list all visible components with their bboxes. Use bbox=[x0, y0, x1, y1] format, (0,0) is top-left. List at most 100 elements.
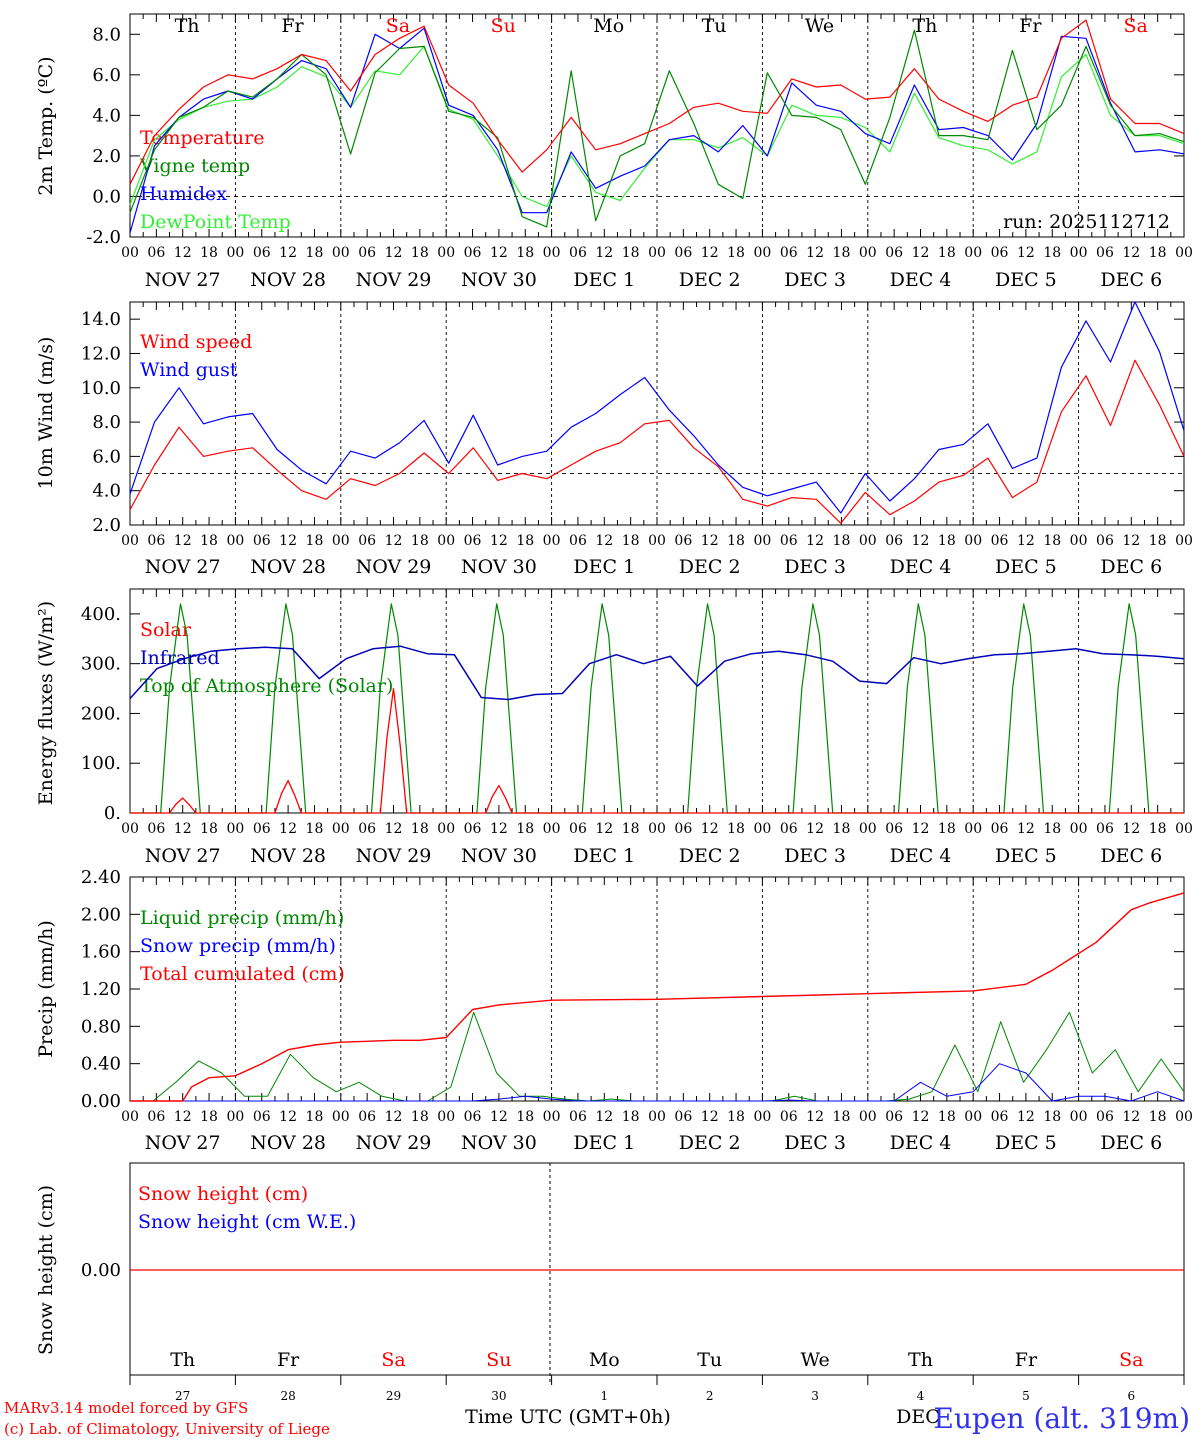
x-tick-label: 06 bbox=[674, 533, 692, 549]
x-tick-label: 18 bbox=[938, 821, 956, 837]
day-name: Mo bbox=[593, 15, 624, 37]
series-line-wind-gust bbox=[129, 301, 1185, 514]
y-tick-label: 2.40 bbox=[81, 867, 121, 888]
x-tick-label: 12 bbox=[1122, 245, 1140, 261]
x-tick-label: 06 bbox=[991, 821, 1009, 837]
x-tick-label: 12 bbox=[595, 245, 613, 261]
date-label: DEC 6 bbox=[1100, 269, 1162, 291]
day-name: Fr bbox=[1019, 15, 1042, 37]
day-number: 2 bbox=[706, 1389, 714, 1403]
date-label: DEC 2 bbox=[679, 556, 741, 578]
day-number: 28 bbox=[280, 1389, 295, 1403]
x-tick-label: 00 bbox=[332, 1109, 350, 1125]
day-number: 29 bbox=[386, 1389, 401, 1403]
date-label: DEC 2 bbox=[679, 269, 741, 291]
date-label: DEC 1 bbox=[573, 1132, 635, 1154]
x-tick-label: 12 bbox=[912, 1109, 930, 1125]
x-tick-label: 12 bbox=[279, 821, 297, 837]
x-tick-label: 00 bbox=[648, 533, 666, 549]
legend-dewpoint: DewPoint Temp bbox=[140, 211, 291, 233]
y-tick-label: 200. bbox=[81, 703, 121, 724]
x-tick-label: 00 bbox=[753, 821, 771, 837]
date-label: DEC 5 bbox=[995, 845, 1057, 867]
day-number: 6 bbox=[1127, 1389, 1135, 1403]
x-tick-label: 06 bbox=[674, 1109, 692, 1125]
x-tick-label: 06 bbox=[464, 245, 482, 261]
date-label: NOV 27 bbox=[145, 1132, 221, 1154]
x-tick-label: 12 bbox=[806, 245, 824, 261]
date-label: DEC 1 bbox=[573, 845, 635, 867]
legend-infrared: Infrared bbox=[140, 647, 220, 669]
x-tick-label: 12 bbox=[174, 1109, 192, 1125]
series-line-total-cumulated bbox=[130, 892, 1185, 1102]
day-name: Tu bbox=[697, 1349, 722, 1371]
x-tick-label: 06 bbox=[464, 1109, 482, 1125]
y-axis-label: Snow height (cm) bbox=[35, 1185, 57, 1355]
date-label: NOV 28 bbox=[250, 269, 326, 291]
x-tick-label: 18 bbox=[833, 533, 851, 549]
legend-temperature: Temperature bbox=[140, 127, 264, 149]
x-tick-label: 00 bbox=[543, 245, 561, 261]
x-tick-label: 00 bbox=[1175, 1109, 1193, 1125]
date-label: DEC 4 bbox=[890, 556, 952, 578]
x-tick-label: 12 bbox=[490, 821, 508, 837]
x-tick-label: 00 bbox=[437, 1109, 455, 1125]
x-tick-label: 06 bbox=[885, 821, 903, 837]
y-tick-label: 4.0 bbox=[92, 481, 121, 502]
x-tick-label: 06 bbox=[780, 1109, 798, 1125]
x-tick-label: 18 bbox=[727, 1109, 745, 1125]
day-name: Sa bbox=[1124, 15, 1148, 37]
x-tick-label: 18 bbox=[833, 1109, 851, 1125]
x-tick-label: 06 bbox=[991, 245, 1009, 261]
x-tick-label: 00 bbox=[1175, 533, 1193, 549]
series-line-solar bbox=[130, 687, 1184, 814]
x-tick-label: 06 bbox=[569, 1109, 587, 1125]
x-tick-label: 18 bbox=[200, 245, 218, 261]
x-axis-label: Time UTC (GMT+0h) bbox=[465, 1406, 671, 1428]
day-name: Th bbox=[175, 15, 200, 37]
day-name: We bbox=[805, 15, 834, 37]
y-tick-label: 0.0 bbox=[92, 186, 121, 207]
series-line-vigne-temp bbox=[129, 29, 1185, 228]
day-name: Th bbox=[912, 15, 937, 37]
date-label: DEC 6 bbox=[1100, 1132, 1162, 1154]
series-line-humidex bbox=[129, 27, 1185, 234]
x-tick-label: 18 bbox=[516, 821, 534, 837]
x-tick-label: 00 bbox=[1175, 245, 1193, 261]
day-number: 1 bbox=[600, 1389, 608, 1403]
day-name: Fr bbox=[281, 15, 304, 37]
x-tick-label: 00 bbox=[1175, 821, 1193, 837]
model-credit: MARv3.14 model forced by GFS bbox=[4, 1399, 248, 1417]
x-tick-label: 18 bbox=[516, 1109, 534, 1125]
panel-wind: 10m Wind (m/s) Wind speed Wind gust bbox=[35, 301, 1185, 526]
x-tick-label: 18 bbox=[727, 821, 745, 837]
x-tick-label: 06 bbox=[569, 821, 587, 837]
x-tick-label: 18 bbox=[833, 821, 851, 837]
x-tick-label: 12 bbox=[490, 245, 508, 261]
y-tick-label: 12.0 bbox=[81, 343, 121, 364]
y-tick-label: 1.60 bbox=[81, 942, 121, 963]
date-label: DEC 4 bbox=[890, 845, 952, 867]
x-tick-label: 12 bbox=[1017, 821, 1035, 837]
legend-vigne-temp: Vigne temp bbox=[139, 155, 250, 177]
x-tick-label: 06 bbox=[147, 821, 165, 837]
date-label: DEC 5 bbox=[995, 556, 1057, 578]
day-name: Tu bbox=[702, 15, 727, 37]
x-tick-label: 06 bbox=[1096, 533, 1114, 549]
x-tick-label: 06 bbox=[253, 245, 271, 261]
x-tick-label: 12 bbox=[490, 1109, 508, 1125]
x-tick-label: 06 bbox=[464, 821, 482, 837]
x-tick-label: 00 bbox=[226, 245, 244, 261]
x-tick-label: 00 bbox=[226, 533, 244, 549]
x-tick-label: 06 bbox=[464, 533, 482, 549]
x-tick-label: 18 bbox=[622, 245, 640, 261]
legend-wind-gust: Wind gust bbox=[140, 359, 238, 381]
x-tick-label: 12 bbox=[806, 533, 824, 549]
x-tick-label: 18 bbox=[622, 533, 640, 549]
x-tick-label: 12 bbox=[595, 1109, 613, 1125]
y-tick-label: 400. bbox=[81, 604, 121, 625]
date-label: DEC 3 bbox=[784, 1132, 846, 1154]
date-label: DEC 6 bbox=[1100, 845, 1162, 867]
date-label: NOV 30 bbox=[461, 845, 537, 867]
